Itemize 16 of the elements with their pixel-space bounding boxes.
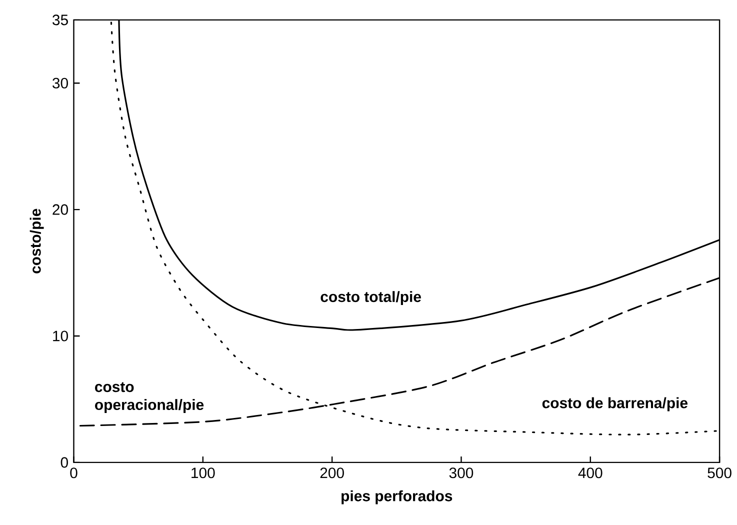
y-axis-title: costo/pie <box>30 208 44 274</box>
y-tick-label: 0 <box>60 457 68 468</box>
y-tick-label: 10 <box>53 330 68 342</box>
x-tick-label: 100 <box>192 468 215 478</box>
x-tick-label: 200 <box>320 468 344 478</box>
y-tick-label: 20 <box>52 204 68 215</box>
x-tick-label: 500 <box>708 468 732 478</box>
series-label: costo de barrena/pie <box>542 397 688 412</box>
x-tick-label: 300 <box>449 468 474 478</box>
y-tick-label: 35 <box>52 14 68 26</box>
series-label: costo total/pie <box>320 291 421 305</box>
y-tick-label: 30 <box>52 78 68 88</box>
x-tick-label: 0 <box>70 468 78 478</box>
x-tick-label: 400 <box>578 468 602 478</box>
x-axis-title: pies perforados <box>342 490 452 504</box>
series-label: costo operacional/pie <box>95 382 204 413</box>
